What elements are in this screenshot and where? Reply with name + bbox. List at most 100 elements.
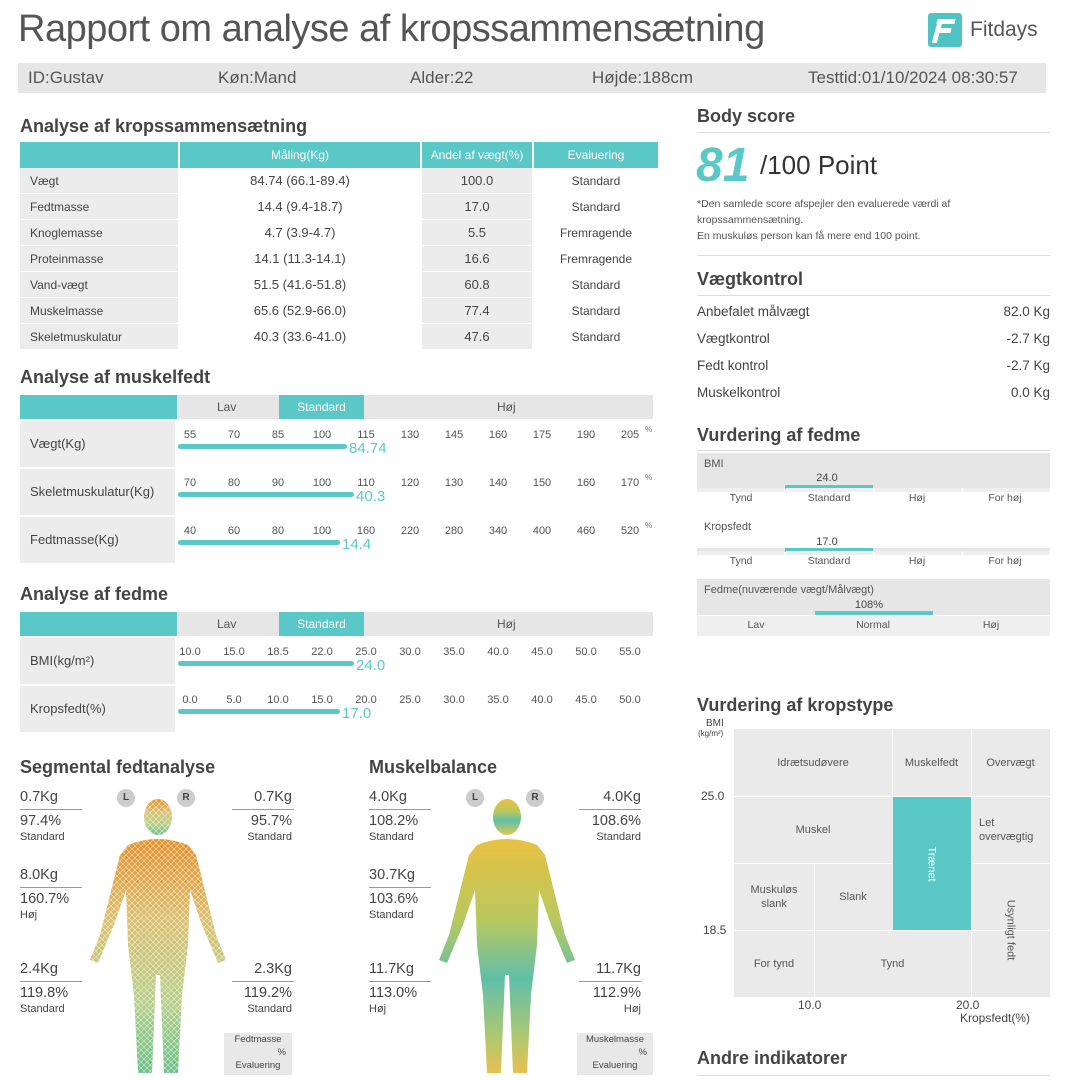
chart-row: Skeletmuskulatur(Kg) 70 80 90 100 110 120 130 14… (20, 469, 653, 515)
user-id: ID:Gustav (28, 68, 104, 87)
muscle-right-arm-eval: Standard (596, 831, 641, 843)
tick-label: 460 (576, 525, 596, 537)
value-bar (178, 540, 340, 545)
level-standard: Standard (279, 395, 364, 419)
category-segment (874, 551, 962, 555)
obesity-ratio-rating: Fedme(nuværende vægt/Målvægt) 108% (697, 579, 1050, 615)
divider (697, 1075, 1050, 1076)
grid-line (734, 863, 892, 864)
fat-cat: For høj (988, 555, 1022, 567)
table-header-measure: Måling(Kg) (180, 142, 420, 168)
row-label: Vægt (20, 168, 178, 194)
tick-label: 45.0 (575, 694, 597, 706)
weight-control-value: 82.0 Kg (1003, 304, 1050, 319)
grid-line (892, 729, 893, 796)
row-share: 47.6 (422, 324, 532, 350)
body-type-title: Vurdering af kropstype (697, 695, 894, 715)
muscle-legend: Muskelmasse % Evaluering (577, 1033, 653, 1075)
table-row: Fedtmasse 14.4 (9.4-18.7) 17.0 Standard (20, 194, 658, 220)
tick-label: 22.0 (311, 646, 333, 658)
bt-y-tick: 25.0 (701, 789, 725, 803)
right-marker: R (526, 789, 544, 807)
bmi-rating-label: BMI (704, 458, 724, 470)
bt-trained-label: Trænet (925, 845, 938, 882)
bt-cell-slim: Slank (839, 890, 867, 903)
table-header-blank (20, 142, 178, 168)
obesity-ratio-bar (815, 611, 933, 615)
bt-cell-slightly-overweight: Let overvægtig (971, 796, 1050, 863)
tick-label: 520 (620, 525, 640, 537)
row-eval: Standard (534, 272, 658, 298)
legend-line: Evaluering (235, 1060, 281, 1071)
tick-label: 400 (532, 525, 552, 537)
row-measure: 84.74 (66.1-89.4) (180, 168, 420, 194)
fat-left-arm-pct: 97.4% (20, 813, 62, 829)
muscle-balance-title: Muskelbalance (369, 757, 498, 777)
bmi-categories: Tynd Standard Høj For høj (697, 488, 1050, 508)
fat-left-leg-kg: 2.4Kg (20, 961, 58, 977)
levels-lead (20, 612, 177, 636)
fat-cat: Standard (807, 555, 851, 567)
obesity-cat: Høj (982, 619, 1000, 631)
tick-label: 220 (400, 525, 420, 537)
levels-lead (20, 395, 177, 419)
bt-cell-hidden-fat: Usynligt fedt (971, 863, 1050, 997)
grid-line (814, 930, 815, 997)
tick-label: 35.0 (487, 694, 509, 706)
tick-label: 115 (357, 429, 375, 441)
row-measure: 65.6 (52.9-66.0) (180, 298, 420, 324)
muscle-left-leg-pct: 113.0% (369, 985, 418, 1001)
muscle-fat-title: Analyse af muskelfedt (20, 367, 211, 387)
level-low: Lav (217, 617, 237, 631)
tick-label: 25.0 (355, 646, 377, 658)
tick-label: 0.0 (182, 694, 198, 706)
muscle-left-arm-pct: 108.2% (369, 813, 419, 829)
tick-label: 30.0 (443, 694, 465, 706)
grid-line (971, 863, 1050, 864)
row-label: Skeletmuskulatur (20, 324, 178, 350)
table-row: Muskelmasse 65.6 (52.9-66.0) 77.4 Standard (20, 298, 658, 324)
tick-label: 160 (488, 429, 508, 441)
row-share: 77.4 (422, 298, 532, 324)
tick-label: 175 (532, 429, 552, 441)
tick-label: 60 (227, 525, 241, 537)
table-row: Knoglemasse 4.7 (3.9-4.7) 5.5 Fremragende (20, 220, 658, 246)
table-row: Skeletmuskulatur 40.3 (33.6-41.0) 47.6 Stan… (20, 324, 658, 350)
fitdays-logo-icon (928, 13, 962, 47)
note-line: kropssammensætning. (697, 214, 804, 226)
bt-y-unit: (kg/m²) (698, 729, 724, 738)
bmi-cat: Standard (807, 492, 851, 504)
composition-table: Måling(Kg) Andel af vægt(%) Evaluering V… (20, 142, 658, 350)
divider (697, 132, 1050, 133)
muscle-fat-chart: Lav Standard Høj Vægt(Kg) 55 70 85 100 115 130 145… (20, 395, 653, 567)
row-eval: Standard (534, 324, 658, 350)
tick-label: 30.0 (399, 646, 421, 658)
bt-label: Muskuløs (750, 883, 798, 896)
fat-left-arm-eval: Standard (20, 831, 65, 843)
obesity-chart: Lav Standard Høj BMI(kg/m²) 10.0 15.0 18.5 22.0… (20, 612, 653, 736)
muscle-left-leg-eval: Høj (369, 1003, 387, 1015)
row-eval: Fremragende (534, 220, 658, 246)
divider (579, 981, 641, 982)
value-bar (178, 661, 354, 666)
divider (697, 450, 1050, 451)
grid-line (734, 796, 1050, 797)
bt-cell-too-thin: For tynd (753, 957, 795, 970)
tick-label: 280 (444, 525, 464, 537)
obesity-cat: Normal (856, 619, 890, 631)
chart-row: BMI(kg/m²) 10.0 15.0 18.5 22.0 25.0 30.0 35.0 40… (20, 638, 653, 684)
composition-title: Analyse af kropssammensætning (20, 116, 308, 136)
row-eval: Standard (534, 168, 658, 194)
divider (232, 809, 294, 810)
legend-line: % (638, 1047, 647, 1058)
body-score-suffix: /100 Point (760, 150, 878, 180)
fat-left-leg-pct: 119.8% (20, 985, 69, 1001)
bt-y-tick: 18.5 (703, 923, 727, 937)
bt-x-label: Kropsfedt(%) (960, 1011, 1031, 1025)
chart-row-label: Vægt(Kg) (20, 421, 175, 467)
tick-label: 150 (532, 477, 552, 489)
test-time: Testtid:01/10/2024 08:30:57 (808, 68, 1018, 87)
tick-label: 40 (183, 525, 197, 537)
weight-control-value: -2.7 Kg (1006, 331, 1050, 346)
weight-control-label: Fedt kontrol (697, 358, 769, 373)
